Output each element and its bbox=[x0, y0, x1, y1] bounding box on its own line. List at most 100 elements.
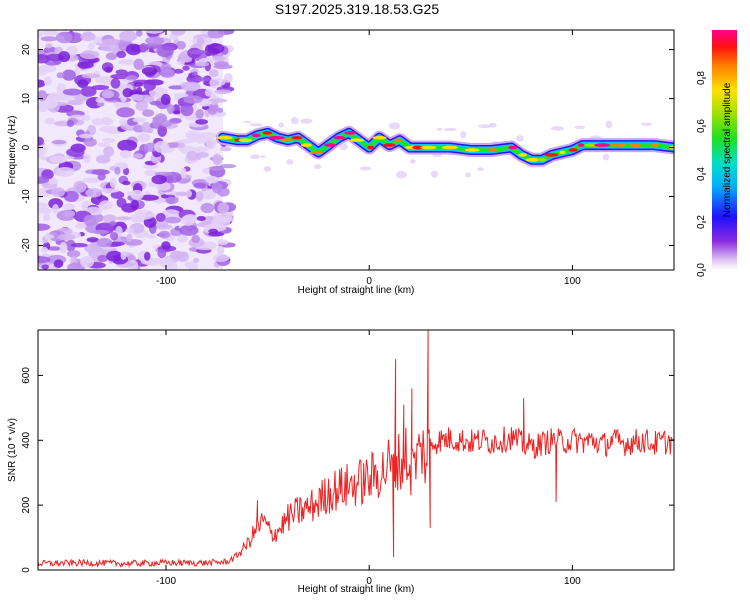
noise-blob bbox=[176, 40, 186, 50]
noise-blob bbox=[207, 43, 225, 54]
noise-blob bbox=[208, 228, 219, 234]
noise-blob bbox=[51, 187, 66, 197]
noise-blob bbox=[183, 213, 198, 224]
noise-blob bbox=[139, 42, 148, 53]
noise-blob bbox=[45, 43, 53, 49]
noise-blob bbox=[158, 230, 171, 239]
noise-blob bbox=[188, 261, 198, 270]
noise-blob bbox=[143, 164, 159, 169]
noise-blob bbox=[43, 234, 55, 239]
noise-blob bbox=[141, 67, 158, 76]
spectrogram-ylabel: Frequency (Hz) bbox=[7, 116, 18, 185]
noise-blob bbox=[38, 223, 51, 231]
signal-hotspot bbox=[518, 153, 528, 157]
noise-blob bbox=[115, 216, 132, 221]
noise-blob bbox=[188, 134, 202, 141]
noise-blob bbox=[215, 156, 222, 165]
noise-blob bbox=[219, 164, 237, 169]
noise-blob bbox=[80, 32, 96, 42]
noise-blob bbox=[99, 125, 118, 133]
signal-hotspot bbox=[350, 138, 365, 143]
noise-blob bbox=[38, 98, 59, 109]
spectrogram-frame bbox=[37, 29, 675, 271]
spec-ytick-label: 10 bbox=[21, 93, 32, 105]
noise-blob bbox=[144, 30, 164, 34]
noise-blob bbox=[191, 234, 201, 244]
noise-blob bbox=[96, 237, 113, 248]
noise-blob bbox=[52, 140, 67, 145]
noise-blob bbox=[144, 169, 158, 177]
noise-blob bbox=[161, 241, 171, 250]
noise-blob bbox=[38, 202, 49, 209]
noise-blob bbox=[184, 261, 191, 268]
noise-blob bbox=[149, 100, 165, 106]
colorbar-tick-label: 0.6 bbox=[696, 119, 707, 133]
noise-blob bbox=[42, 213, 51, 222]
signal-hotspot bbox=[559, 150, 566, 155]
spec-ytick-label: -10 bbox=[21, 189, 32, 204]
noise-blob bbox=[212, 253, 230, 263]
noise-blob bbox=[91, 84, 110, 91]
noise-blob bbox=[109, 231, 119, 241]
noise-blob bbox=[66, 45, 78, 56]
noise-blob bbox=[64, 210, 76, 218]
signal-hotspot bbox=[300, 143, 312, 147]
noise-blob bbox=[207, 106, 218, 115]
colorbar-label: Normalized spectral amplitude bbox=[722, 82, 733, 217]
noise-blob bbox=[160, 68, 176, 79]
noise-blob bbox=[66, 119, 75, 128]
noise-blob bbox=[212, 55, 226, 62]
noise-blob bbox=[174, 251, 188, 256]
noise-blob bbox=[155, 212, 166, 222]
noise-blob bbox=[66, 147, 85, 157]
noise-blob bbox=[198, 132, 218, 139]
spec-xtick-label: -100 bbox=[156, 276, 176, 287]
noise-blob bbox=[139, 194, 159, 201]
noise-blob bbox=[95, 154, 111, 164]
signal-hotspot bbox=[577, 143, 585, 147]
noise-blob bbox=[52, 204, 60, 214]
spec-ytick-label: 20 bbox=[21, 44, 32, 56]
noise-blob bbox=[38, 90, 48, 102]
snr-ytick-label: 200 bbox=[21, 496, 32, 513]
noise-blob bbox=[249, 123, 264, 127]
noise-blob bbox=[208, 166, 224, 171]
signal-hotspot bbox=[508, 145, 518, 150]
noise-blob bbox=[79, 50, 100, 60]
noise-blob bbox=[195, 190, 204, 202]
signal-hotspot bbox=[629, 143, 641, 147]
signal-hotspot bbox=[267, 135, 285, 140]
noise-blob bbox=[116, 197, 127, 208]
noise-blob bbox=[132, 153, 143, 159]
noise-blob bbox=[173, 68, 184, 74]
noise-blob bbox=[91, 169, 110, 176]
noise-blob bbox=[164, 216, 182, 224]
noise-blob bbox=[53, 259, 64, 268]
noise-blob bbox=[73, 180, 87, 193]
noise-blob bbox=[80, 256, 95, 268]
noise-blob bbox=[204, 88, 214, 97]
noise-blob bbox=[133, 58, 144, 70]
noise-blob bbox=[181, 81, 201, 92]
noise-blob bbox=[154, 141, 169, 153]
noise-blob bbox=[101, 38, 121, 44]
noise-blob bbox=[192, 146, 209, 153]
noise-blob bbox=[135, 30, 143, 37]
noise-blob bbox=[242, 120, 253, 123]
noise-blob bbox=[216, 107, 224, 113]
noise-blob bbox=[260, 155, 266, 159]
snr-series-line bbox=[38, 330, 674, 569]
signal-hotspot bbox=[412, 145, 425, 150]
noise-blob bbox=[62, 69, 76, 81]
spectrogram-xlabel: Height of straight line (km) bbox=[298, 285, 415, 296]
noise-blob bbox=[300, 118, 313, 124]
figure-title: S197.2025.319.18.53.G25 bbox=[275, 1, 439, 17]
noise-blob bbox=[436, 127, 443, 131]
noise-blob bbox=[78, 133, 94, 139]
signal-hotspot bbox=[251, 133, 261, 138]
noise-blob bbox=[102, 214, 117, 223]
noise-blob bbox=[135, 100, 148, 112]
noise-blob bbox=[126, 233, 133, 242]
noise-blob bbox=[174, 191, 189, 197]
